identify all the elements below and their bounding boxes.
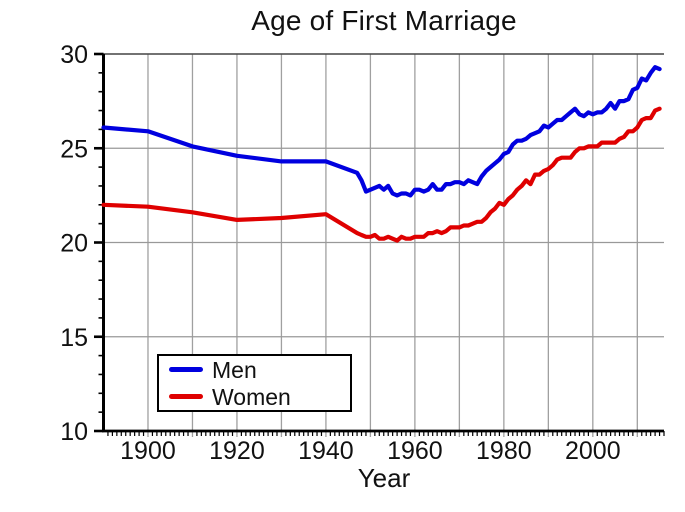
women-line-swatch [169, 394, 203, 399]
x-tick-label: 2000 [565, 437, 621, 465]
x-tick-label: 1940 [298, 437, 354, 465]
women-series-line [101, 106, 662, 243]
legend-item-men: Men [169, 357, 350, 383]
x-tick-label: 1920 [209, 437, 265, 465]
x-tick-label: 1960 [387, 437, 443, 465]
legend-label-women: Women [212, 383, 291, 410]
men-series-line [101, 65, 662, 198]
x-axis-title: Year [357, 463, 411, 493]
y-tick-label: 20 [60, 230, 88, 258]
legend: Men Women [157, 354, 352, 412]
y-tick-label: 30 [60, 41, 88, 69]
y-tick-label: 10 [60, 418, 88, 446]
y-tick-label: 25 [60, 135, 88, 163]
y-tick-label: 15 [60, 324, 88, 352]
x-tick-label: 1900 [120, 437, 176, 465]
men-line-swatch [169, 367, 203, 372]
legend-label-men: Men [212, 356, 257, 383]
legend-item-women: Women [169, 384, 350, 410]
chart-title: Age of First Marriage [251, 5, 517, 36]
x-tick-label: 1980 [476, 437, 532, 465]
